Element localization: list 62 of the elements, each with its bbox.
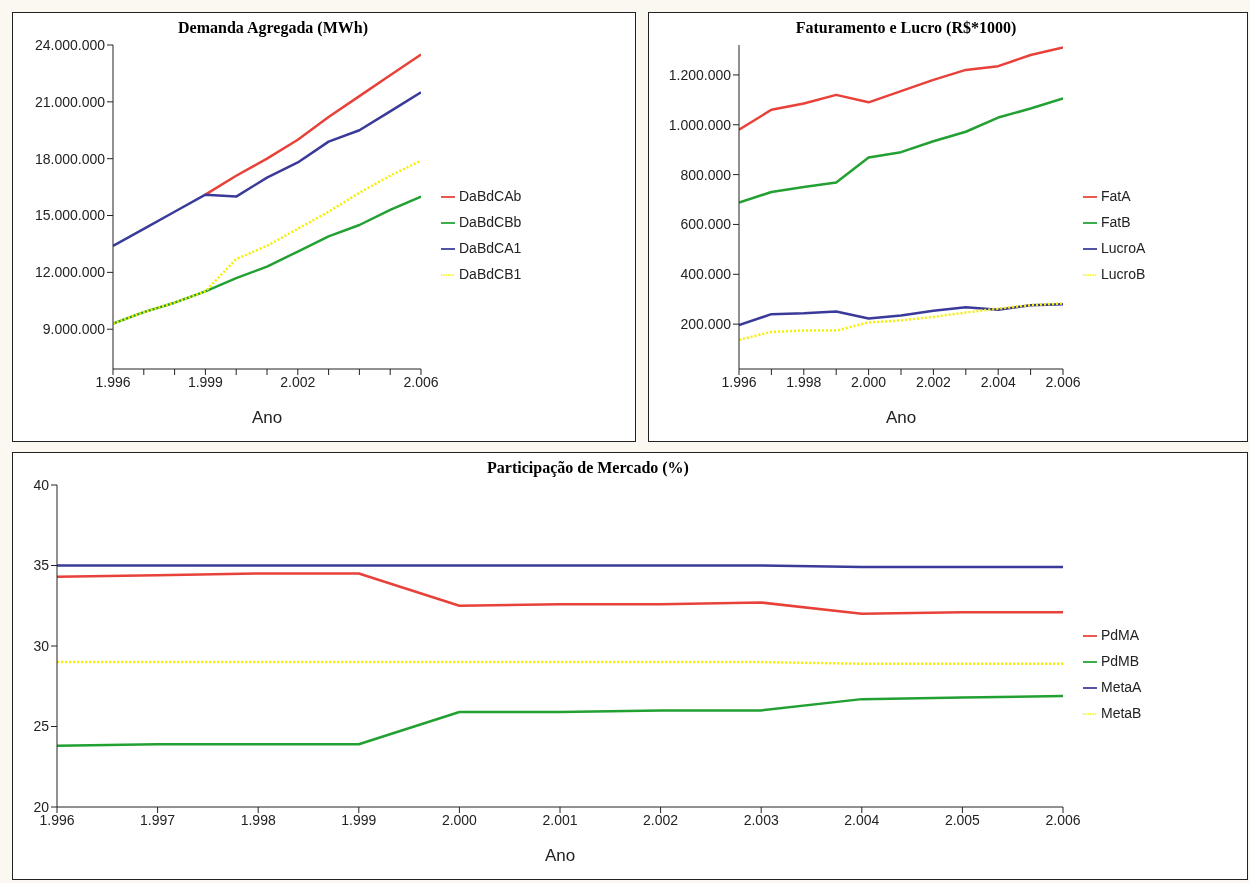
x-tick-label: 2.003 bbox=[743, 811, 779, 828]
x-tick-label: 1.999 bbox=[187, 373, 224, 390]
chart-title: Faturamento e Lucro (R$*1000) bbox=[794, 19, 1018, 37]
x-tick-label: 1.996 bbox=[721, 373, 757, 390]
line-series bbox=[739, 46, 1063, 131]
line-series bbox=[57, 694, 1063, 748]
y-tick-label: 18.000.000 bbox=[34, 150, 106, 167]
x-tick-label: 1.998 bbox=[786, 373, 822, 390]
legend-label: DaBdCA1 bbox=[459, 240, 522, 256]
legend-label: DaBdCAb bbox=[459, 188, 522, 204]
legend-label: FatB bbox=[1101, 214, 1131, 230]
x-tick-label: 1.997 bbox=[140, 811, 176, 828]
chart-title: Participação de Mercado (%) bbox=[486, 459, 690, 477]
line-series bbox=[739, 302, 1063, 342]
y-tick-label: 24.000.000 bbox=[34, 36, 106, 53]
x-tick-label: 2.006 bbox=[403, 373, 439, 390]
legend-label: DaBdCB1 bbox=[459, 266, 522, 282]
line-series bbox=[204, 53, 421, 196]
legend-label: PdMA bbox=[1101, 627, 1140, 643]
y-tick-label: 1.000.000 bbox=[668, 116, 732, 133]
legend-label: MetaB bbox=[1101, 705, 1142, 721]
line-series bbox=[113, 159, 421, 325]
y-tick-label: 1.200.000 bbox=[668, 66, 732, 83]
y-tick-label: 9.000.000 bbox=[42, 321, 106, 338]
x-tick-label: 2.005 bbox=[944, 811, 981, 828]
line-series bbox=[739, 97, 1063, 204]
x-tick-label: 2.002 bbox=[643, 811, 679, 828]
legend-label: LucroB bbox=[1101, 266, 1146, 282]
x-tick-label: 2.004 bbox=[844, 811, 880, 828]
x-tick-label: 2.000 bbox=[441, 811, 478, 828]
x-tick-label: 2.000 bbox=[851, 373, 887, 390]
y-tick-label: 25 bbox=[33, 718, 50, 735]
legend-label: MetaA bbox=[1101, 679, 1142, 695]
x-tick-label: 2.002 bbox=[280, 373, 316, 390]
x-tick-label: 2.001 bbox=[542, 811, 578, 828]
y-tick-label: 15.000.000 bbox=[34, 207, 106, 224]
y-tick-label: 40 bbox=[33, 476, 50, 493]
x-tick-label: 1.998 bbox=[240, 811, 276, 828]
y-tick-label: 200.000 bbox=[680, 316, 732, 333]
legend-label: FatA bbox=[1101, 188, 1131, 204]
y-tick-label: 800.000 bbox=[680, 166, 732, 183]
y-tick-label: 400.000 bbox=[680, 266, 732, 283]
y-tick-label: 21.000.000 bbox=[34, 93, 106, 110]
x-tick-label: 2.004 bbox=[980, 373, 1016, 390]
x-tick-label: 1.999 bbox=[341, 811, 377, 828]
x-tick-label: 2.006 bbox=[1045, 373, 1081, 390]
x-tick-label: 2.002 bbox=[915, 373, 952, 390]
chart-title: Demanda Agregada (MWh) bbox=[177, 19, 369, 37]
line-series bbox=[113, 91, 421, 248]
x-axis-title: Ano bbox=[544, 846, 576, 865]
x-axis-title: Ano bbox=[885, 408, 917, 427]
x-tick-label: 1.996 bbox=[95, 373, 131, 390]
y-tick-label: 35 bbox=[33, 557, 50, 574]
legend-label: PdMB bbox=[1101, 653, 1140, 669]
line-series bbox=[57, 572, 1063, 616]
legend-label: LucroA bbox=[1101, 240, 1146, 256]
x-tick-label: 2.006 bbox=[1045, 811, 1081, 828]
y-tick-label: 600.000 bbox=[680, 216, 732, 233]
y-tick-label: 30 bbox=[33, 637, 50, 654]
y-tick-label: 12.000.000 bbox=[34, 264, 106, 281]
x-axis-title: Ano bbox=[251, 408, 283, 427]
legend-label: DaBdCBb bbox=[459, 214, 522, 230]
